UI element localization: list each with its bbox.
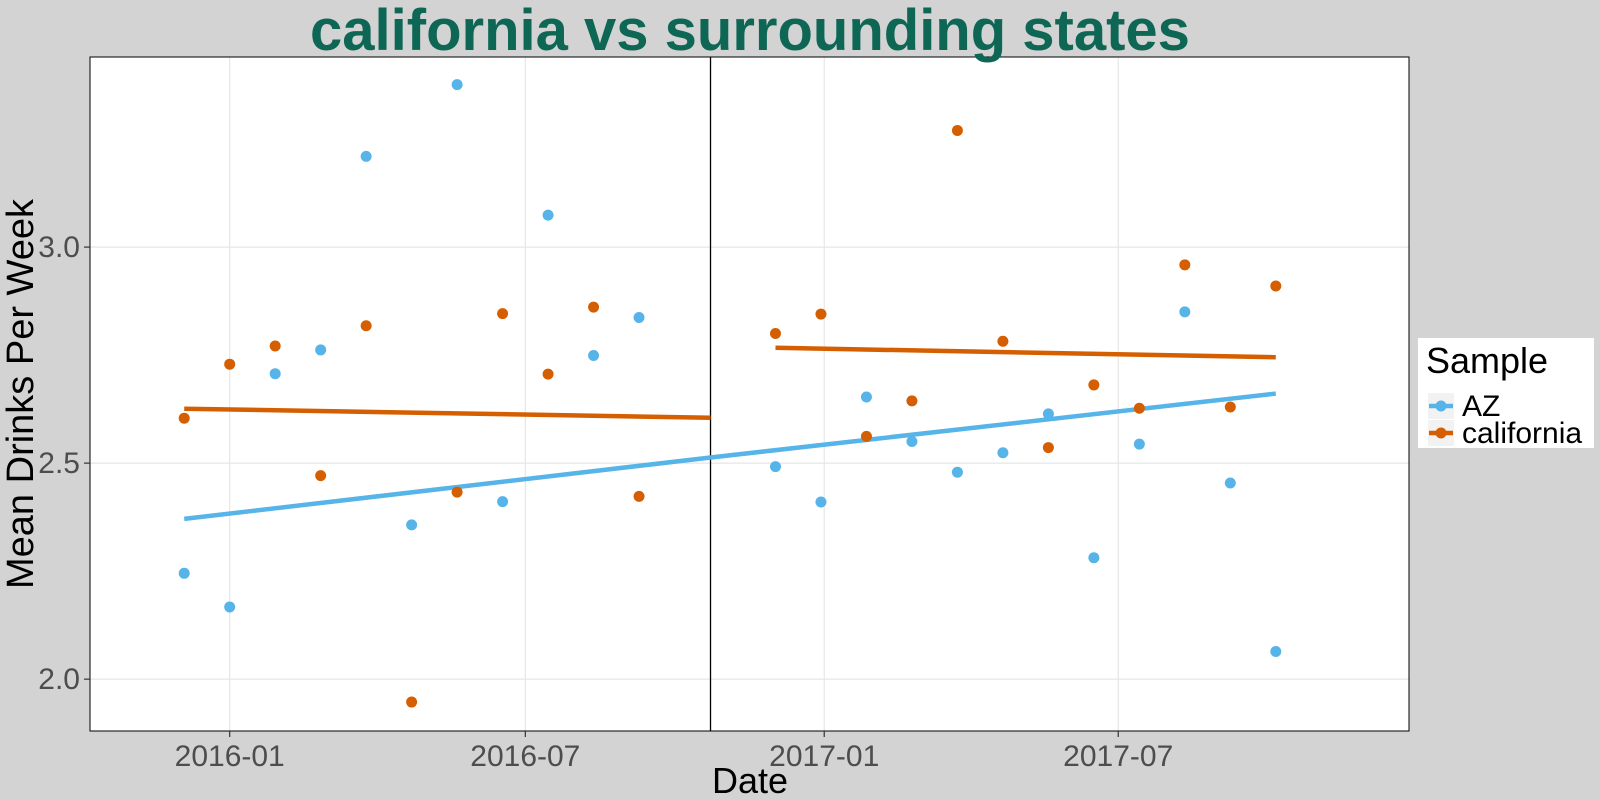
- data-point-california: [406, 696, 418, 708]
- x-tick-label: 2017-07: [1063, 740, 1173, 773]
- data-point-california: [588, 301, 600, 313]
- data-point-az: [633, 312, 645, 324]
- data-point-az: [769, 461, 781, 473]
- x-tick-label: 2016-07: [470, 740, 580, 773]
- legend-title: Sample: [1426, 340, 1548, 381]
- y-tick-label: 3.0: [38, 231, 80, 264]
- y-axis-ticks: 2.0 2.5 3.0: [38, 231, 90, 696]
- data-point-california: [1042, 442, 1054, 454]
- data-point-az: [224, 601, 236, 613]
- data-point-california: [815, 308, 827, 320]
- data-point-california: [269, 340, 281, 352]
- trend-line-california: [775, 345, 1276, 360]
- legend-point-az: [1435, 400, 1447, 412]
- data-point-california: [497, 308, 509, 320]
- legend-label-az: AZ: [1462, 390, 1500, 423]
- data-point-az: [178, 567, 190, 579]
- data-point-california: [769, 328, 781, 340]
- data-point-az: [542, 209, 554, 221]
- data-point-az: [360, 150, 372, 162]
- data-point-california: [542, 368, 554, 380]
- data-point-az: [1133, 438, 1145, 450]
- data-point-az: [315, 344, 327, 356]
- data-point-california: [633, 490, 645, 502]
- trend-line-az: [183, 455, 711, 522]
- data-point-california: [451, 486, 463, 498]
- data-point-az: [588, 350, 600, 362]
- x-tick-label: 2017-01: [769, 740, 879, 773]
- data-point-california: [951, 124, 963, 136]
- data-point-california: [315, 470, 327, 482]
- data-point-az: [1088, 552, 1100, 564]
- data-point-california: [224, 358, 236, 370]
- data-point-az: [1179, 306, 1191, 318]
- x-tick-label: 2016-01: [175, 740, 285, 773]
- data-point-california: [1270, 280, 1282, 292]
- data-point-az: [906, 436, 918, 448]
- x-axis-title: Date: [712, 760, 788, 800]
- data-point-az: [451, 79, 463, 91]
- data-points: [178, 79, 1282, 708]
- x-axis-ticks: 2016-01 2016-07 2017-01 2017-07: [175, 731, 1173, 773]
- data-point-az: [1224, 477, 1236, 489]
- trend-lines: [183, 345, 1277, 522]
- y-tick-label: 2.0: [38, 663, 80, 696]
- plot-panel-border: [89, 56, 1410, 732]
- data-point-az: [815, 496, 827, 508]
- legend-label-california: california: [1462, 417, 1582, 450]
- trend-line-az: [710, 391, 1277, 460]
- data-point-az: [860, 391, 872, 403]
- data-point-california: [906, 395, 918, 407]
- legend-point-california: [1435, 427, 1447, 439]
- plot-panel: [90, 57, 1409, 731]
- data-point-california: [997, 335, 1009, 347]
- chart-title: california vs surrounding states: [310, 0, 1190, 63]
- data-point-california: [1088, 379, 1100, 391]
- data-point-az: [1270, 646, 1282, 658]
- data-point-california: [1224, 401, 1236, 413]
- data-point-az: [497, 496, 509, 508]
- y-tick-label: 2.5: [38, 447, 80, 480]
- data-point-california: [360, 320, 372, 332]
- data-point-az: [406, 519, 418, 531]
- data-point-az: [269, 368, 281, 380]
- trend-line-california: [184, 406, 711, 421]
- grid-lines: [90, 57, 1409, 731]
- data-point-california: [1179, 259, 1191, 271]
- data-point-az: [997, 447, 1009, 459]
- y-axis-title: Mean Drinks Per Week: [0, 198, 42, 589]
- data-point-california: [1133, 402, 1145, 414]
- data-point-az: [1042, 408, 1054, 420]
- data-point-california: [178, 412, 190, 424]
- data-point-california: [860, 430, 872, 442]
- data-point-az: [951, 466, 963, 478]
